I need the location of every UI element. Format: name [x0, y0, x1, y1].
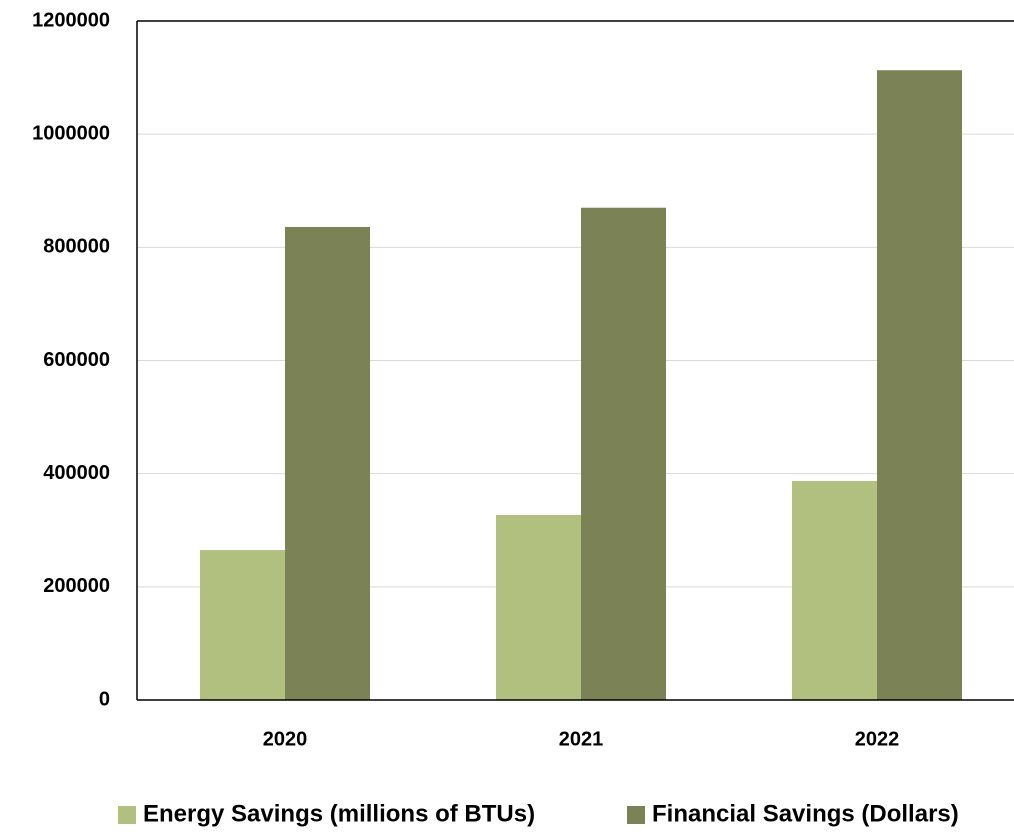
x-tick-label: 2020 [263, 728, 308, 750]
bar [877, 70, 962, 701]
y-tick-label: 600000 [43, 349, 110, 371]
y-tick-label: 0 [99, 688, 110, 710]
legend-label: Energy Savings (millions of BTUs) [143, 800, 535, 827]
bar [792, 481, 877, 700]
y-tick-label: 400000 [43, 462, 110, 484]
y-tick-label: 1000000 [32, 122, 110, 144]
legend-swatch [627, 806, 645, 824]
y-tick-label: 800000 [43, 236, 110, 258]
x-tick-label: 2021 [559, 728, 604, 750]
bar [581, 207, 666, 700]
legend-swatch [118, 806, 136, 824]
legend-label: Financial Savings (Dollars) [652, 800, 959, 827]
x-tick-label: 2022 [855, 728, 900, 750]
y-tick-label: 1200000 [32, 9, 110, 31]
bar [285, 226, 370, 701]
y-tick-label: 200000 [43, 575, 110, 597]
bar [200, 550, 285, 700]
bar [496, 514, 581, 700]
